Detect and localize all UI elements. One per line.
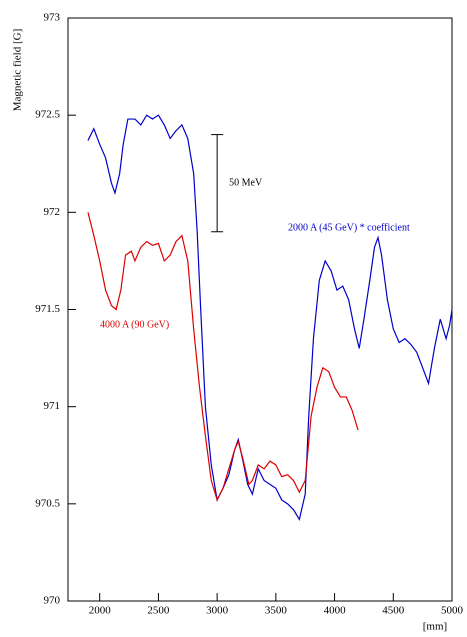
x-tick-label: 2000 xyxy=(89,605,112,617)
y-axis-label: Magnetic field [G] xyxy=(12,29,24,111)
annotation: 50 MeV xyxy=(229,177,263,188)
plot-frame xyxy=(67,17,453,602)
y-tick-label: 971 xyxy=(44,400,61,412)
data-line xyxy=(87,114,453,521)
x-tick-label: 4500 xyxy=(382,605,405,617)
y-tick-label: 972 xyxy=(44,206,61,218)
x-tick-label: 3000 xyxy=(206,605,229,617)
x-tick-label: 5000 xyxy=(441,605,464,617)
series-label: 4000 A (90 GeV) xyxy=(100,319,169,330)
x-tick-label: 2500 xyxy=(147,605,170,617)
y-tick-label: 972.5 xyxy=(35,109,60,121)
y-tick-label: 970 xyxy=(44,595,61,607)
x-tick-label: 4000 xyxy=(324,605,347,617)
series-label: 2000 A (45 GeV) * coefficient xyxy=(288,222,410,233)
x-axis-label: [mm] xyxy=(423,621,447,633)
y-tick-label: 971.5 xyxy=(35,303,60,315)
y-tick-label: 973 xyxy=(44,12,61,24)
data-line xyxy=(87,212,359,502)
x-tick-label: 3500 xyxy=(265,605,288,617)
y-tick-label: 970.5 xyxy=(35,497,60,509)
